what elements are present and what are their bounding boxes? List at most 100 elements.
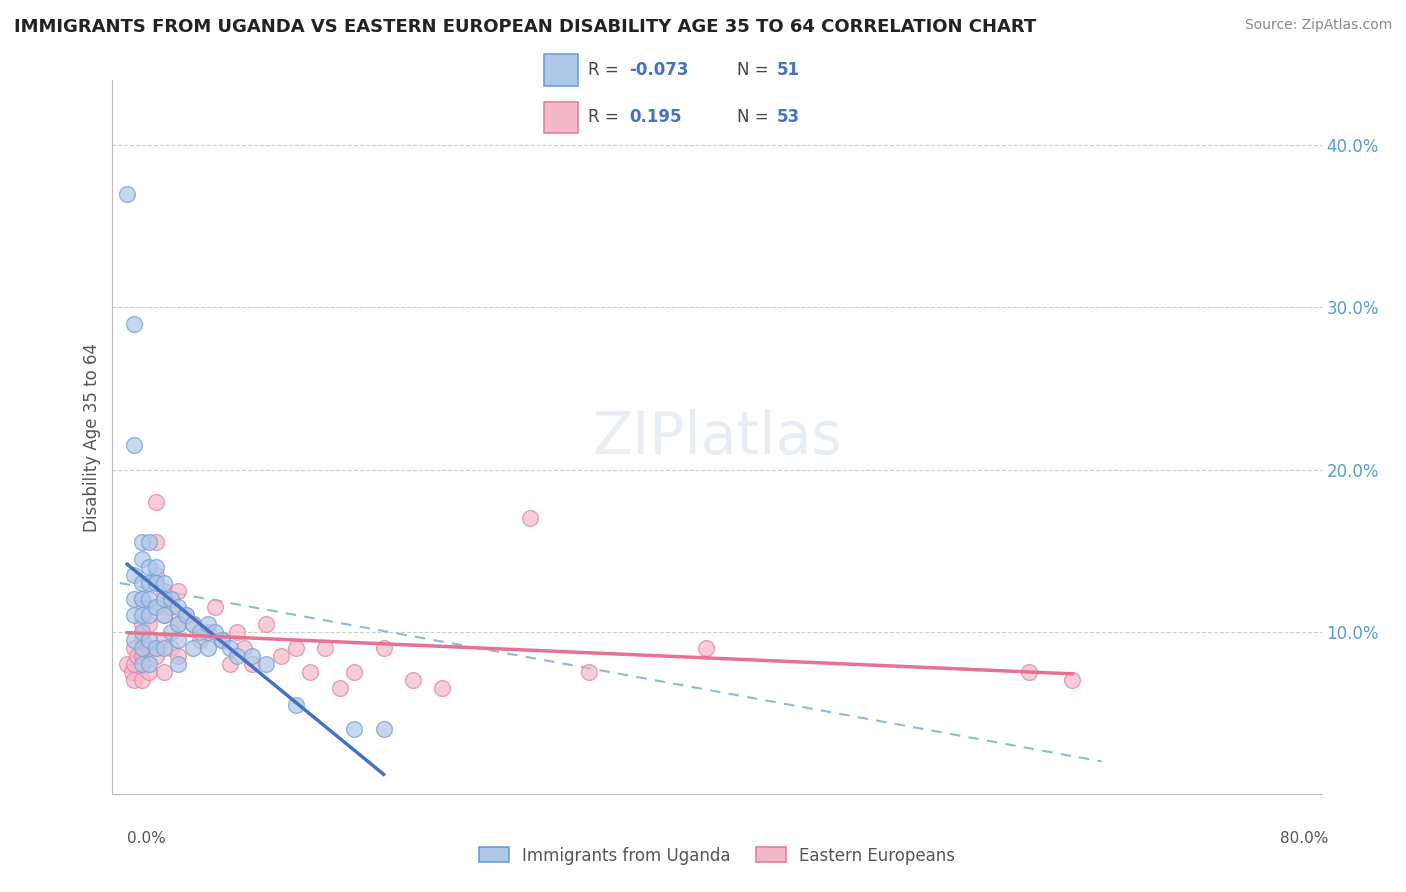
Text: N =: N = [737, 62, 768, 79]
Text: 0.195: 0.195 [628, 108, 682, 126]
Point [145, 568, 167, 582]
Point [270, 648, 292, 663]
Point [240, 648, 263, 663]
Point [167, 632, 190, 647]
Point [138, 600, 160, 615]
Point [152, 640, 174, 655]
Point [138, 632, 160, 647]
Point [138, 576, 160, 591]
Text: Source: ZipAtlas.com: Source: ZipAtlas.com [1244, 18, 1392, 32]
Point [131, 616, 153, 631]
Point [284, 698, 307, 712]
Point [115, 186, 138, 201]
Point [160, 624, 183, 639]
Point [124, 317, 146, 331]
Point [124, 568, 146, 582]
Point [190, 624, 212, 639]
Text: 0.0%: 0.0% [127, 831, 166, 846]
Point [152, 608, 174, 623]
Point [152, 584, 174, 599]
Point [204, 600, 226, 615]
Point [343, 722, 366, 736]
Point [373, 640, 395, 655]
Point [145, 648, 167, 663]
Point [226, 624, 249, 639]
Point [138, 535, 160, 549]
Point [226, 648, 249, 663]
Text: IMMIGRANTS FROM UGANDA VS EASTERN EUROPEAN DISABILITY AGE 35 TO 64 CORRELATION C: IMMIGRANTS FROM UGANDA VS EASTERN EUROPE… [14, 18, 1036, 36]
Point [160, 600, 183, 615]
Point [131, 535, 153, 549]
Point [240, 657, 263, 672]
Text: ZIPlatlas: ZIPlatlas [592, 409, 842, 466]
Point [124, 592, 146, 607]
Point [152, 632, 174, 647]
Text: 80.0%: 80.0% [1281, 831, 1329, 846]
Point [314, 640, 336, 655]
Point [131, 657, 153, 672]
Point [402, 673, 425, 688]
Point [138, 559, 160, 574]
Point [254, 657, 277, 672]
Point [329, 681, 352, 696]
Point [204, 624, 226, 639]
Point [181, 616, 204, 631]
Point [152, 608, 174, 623]
Point [131, 648, 153, 663]
Point [152, 592, 174, 607]
Point [138, 640, 160, 655]
Point [167, 600, 190, 615]
Point [145, 535, 167, 549]
Point [138, 616, 160, 631]
Point [519, 511, 541, 525]
Point [152, 665, 174, 680]
Point [138, 608, 160, 623]
Point [578, 665, 600, 680]
Point [138, 592, 160, 607]
Text: -0.073: -0.073 [628, 62, 689, 79]
Point [160, 640, 183, 655]
Point [127, 648, 149, 663]
Point [343, 665, 366, 680]
Legend: Immigrants from Uganda, Eastern Europeans: Immigrants from Uganda, Eastern European… [472, 840, 962, 871]
Point [181, 616, 204, 631]
Point [145, 640, 167, 655]
Bar [544, 102, 578, 133]
Point [145, 600, 167, 615]
Point [167, 584, 190, 599]
Point [124, 673, 146, 688]
Point [167, 648, 190, 663]
Point [138, 665, 160, 680]
Point [145, 495, 167, 509]
Point [160, 592, 183, 607]
Point [211, 632, 233, 647]
Point [115, 657, 138, 672]
Point [174, 608, 197, 623]
Point [233, 640, 256, 655]
Point [131, 592, 153, 607]
Point [131, 640, 153, 655]
Point [254, 616, 277, 631]
Point [218, 657, 240, 672]
Point [131, 576, 153, 591]
Point [138, 657, 160, 672]
Point [124, 438, 146, 452]
Text: R =: R = [588, 62, 619, 79]
Point [145, 559, 167, 574]
Point [299, 665, 322, 680]
Point [131, 592, 153, 607]
Text: R =: R = [588, 108, 619, 126]
Point [131, 608, 153, 623]
Point [1062, 673, 1084, 688]
Point [211, 632, 233, 647]
Point [284, 640, 307, 655]
Point [197, 640, 219, 655]
Point [124, 608, 146, 623]
Y-axis label: Disability Age 35 to 64: Disability Age 35 to 64 [83, 343, 101, 532]
Text: N =: N = [737, 108, 768, 126]
Point [131, 624, 153, 639]
Point [695, 640, 717, 655]
Point [131, 551, 153, 566]
Point [124, 632, 146, 647]
Point [124, 640, 146, 655]
